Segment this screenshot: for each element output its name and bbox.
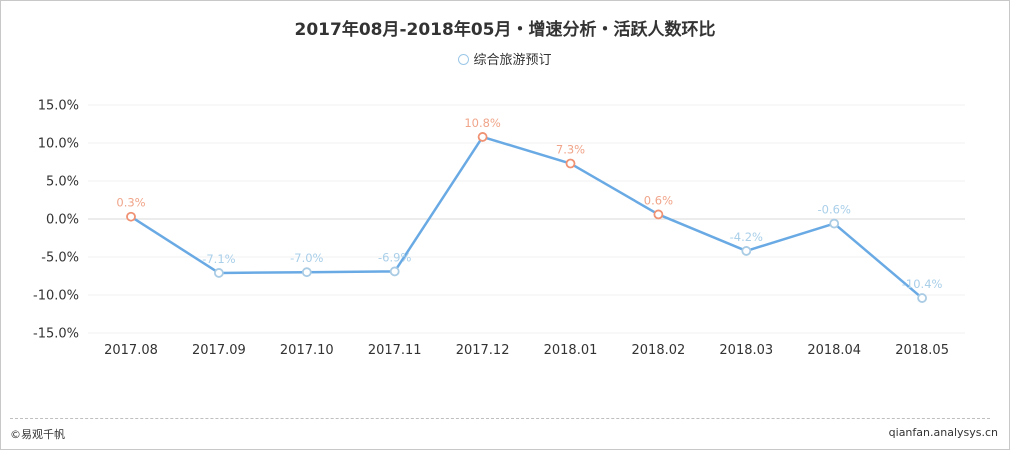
series-line: [130, 135, 923, 299]
data-label: 10.8%: [464, 116, 501, 130]
data-label: 0.3%: [116, 196, 145, 210]
x-tick-label: 2017.11: [368, 343, 422, 358]
data-point: [741, 246, 752, 256]
data-label: 7.3%: [556, 143, 585, 157]
x-tick-label: 2017.10: [280, 343, 334, 358]
data-point: [213, 268, 224, 278]
y-tick-label: 10.0%: [38, 137, 79, 152]
data-point: [565, 158, 576, 169]
data-label: -7.1%: [202, 252, 235, 266]
data-point: [477, 132, 488, 142]
chart-title: 2017年08月-2018年05月・增速分析・活跃人数环比: [294, 20, 716, 40]
data-point: [389, 266, 400, 277]
data-label: -10.4%: [902, 277, 943, 291]
data-point: [653, 209, 664, 220]
x-tick-label: 2018.01: [544, 343, 598, 358]
y-tick-label: 5.0%: [46, 175, 79, 190]
x-tick-label: 2017.08: [104, 343, 158, 358]
data-label: -4.2%: [730, 230, 763, 244]
legend-label: 综合旅游预订: [473, 53, 552, 68]
x-tick-label: 2018.02: [632, 343, 686, 358]
footer-divider: [10, 418, 990, 419]
y-tick-label: -15.0%: [33, 327, 79, 342]
y-tick-label: 15.0%: [38, 99, 79, 114]
legend[interactable]: 综合旅游预订: [0, 49, 1010, 68]
data-label: -7.0%: [290, 251, 323, 265]
y-tick-label: -10.0%: [33, 289, 79, 304]
data-label: -0.6%: [818, 203, 851, 217]
data-point: [301, 267, 312, 278]
data-point: [917, 293, 927, 303]
legend-marker-icon: [458, 54, 470, 65]
y-tick-label: -5.0%: [41, 251, 79, 266]
y-tick-label: 0.0%: [46, 213, 79, 228]
data-label: -6.9%: [378, 250, 411, 264]
data-point: [126, 211, 136, 222]
footer-url[interactable]: qianfan.analysys.cn: [888, 426, 998, 439]
x-tick-label: 2018.03: [719, 343, 773, 358]
data-label: 0.6%: [644, 193, 673, 207]
x-tick-label: 2017.09: [192, 343, 246, 358]
footer-brand: ©易观千帆: [10, 428, 65, 441]
x-tick-label: 2018.04: [807, 343, 861, 358]
x-tick-label: 2017.12: [456, 343, 510, 358]
data-point: [829, 218, 840, 229]
x-tick-label: 2018.05: [895, 343, 949, 358]
